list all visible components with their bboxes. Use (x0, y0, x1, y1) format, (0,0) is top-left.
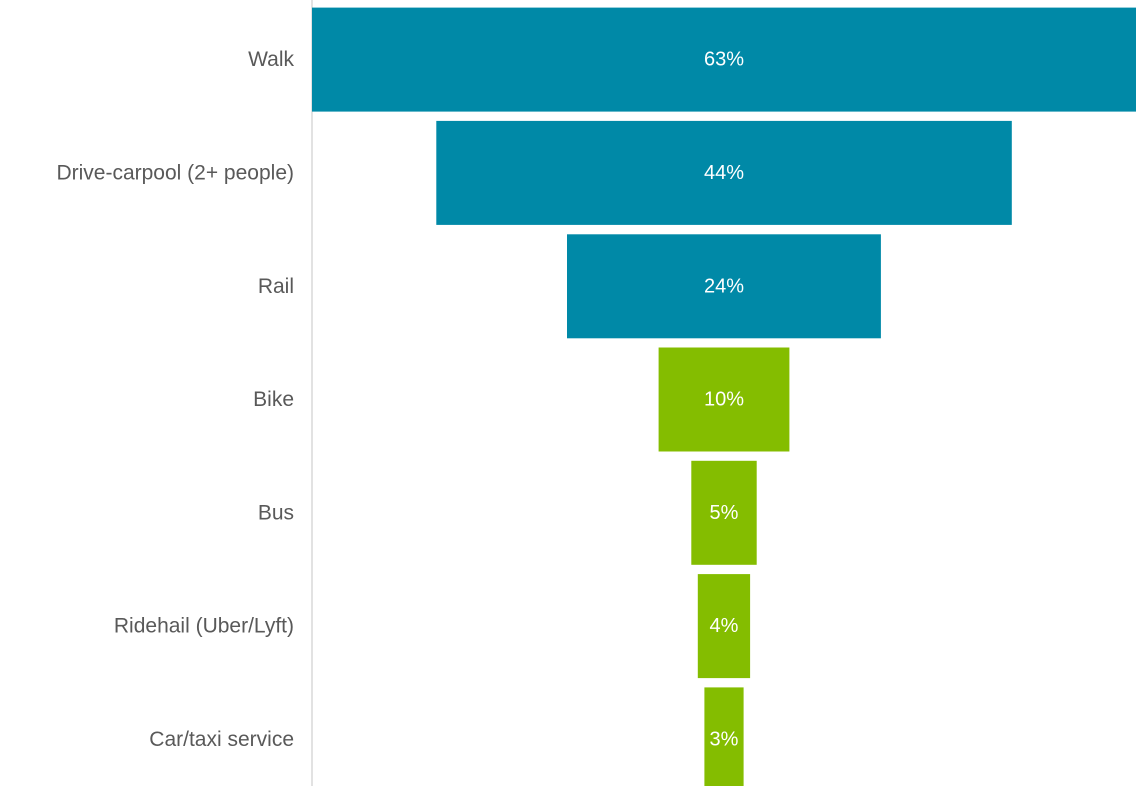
data-label-3: 10% (704, 389, 744, 411)
bar-5 (697, 574, 751, 679)
category-label-0: Walk (248, 48, 294, 71)
data-label-0: 63% (704, 49, 744, 71)
bar-2 (567, 234, 881, 339)
bar-1 (436, 120, 1012, 225)
category-label-5: Ridehail (Uber/Lyft) (114, 615, 294, 638)
data-label-6: 3% (710, 728, 739, 750)
category-label-2: Rail (258, 275, 294, 298)
data-labels-group: 63% 44% 24% 10% 5% 4% 3% (704, 49, 744, 751)
category-label-1: Drive-carpool (2+ people) (56, 161, 294, 184)
data-label-1: 44% (704, 162, 744, 184)
category-labels-group: Walk Drive-carpool (2+ people) Rail Bike Bus… (56, 48, 294, 751)
data-label-2: 24% (704, 275, 744, 297)
category-label-6: Car/taxi service (149, 728, 294, 751)
bar-6 (704, 687, 744, 786)
bar-0 (312, 7, 1136, 112)
data-label-5: 4% (710, 615, 739, 637)
bar-3 (658, 347, 790, 452)
category-label-4: Bus (258, 501, 294, 524)
category-label-3: Bike (253, 388, 294, 411)
bars-group (312, 7, 1136, 786)
data-label-4: 5% (710, 502, 739, 524)
bar-4 (691, 460, 757, 565)
